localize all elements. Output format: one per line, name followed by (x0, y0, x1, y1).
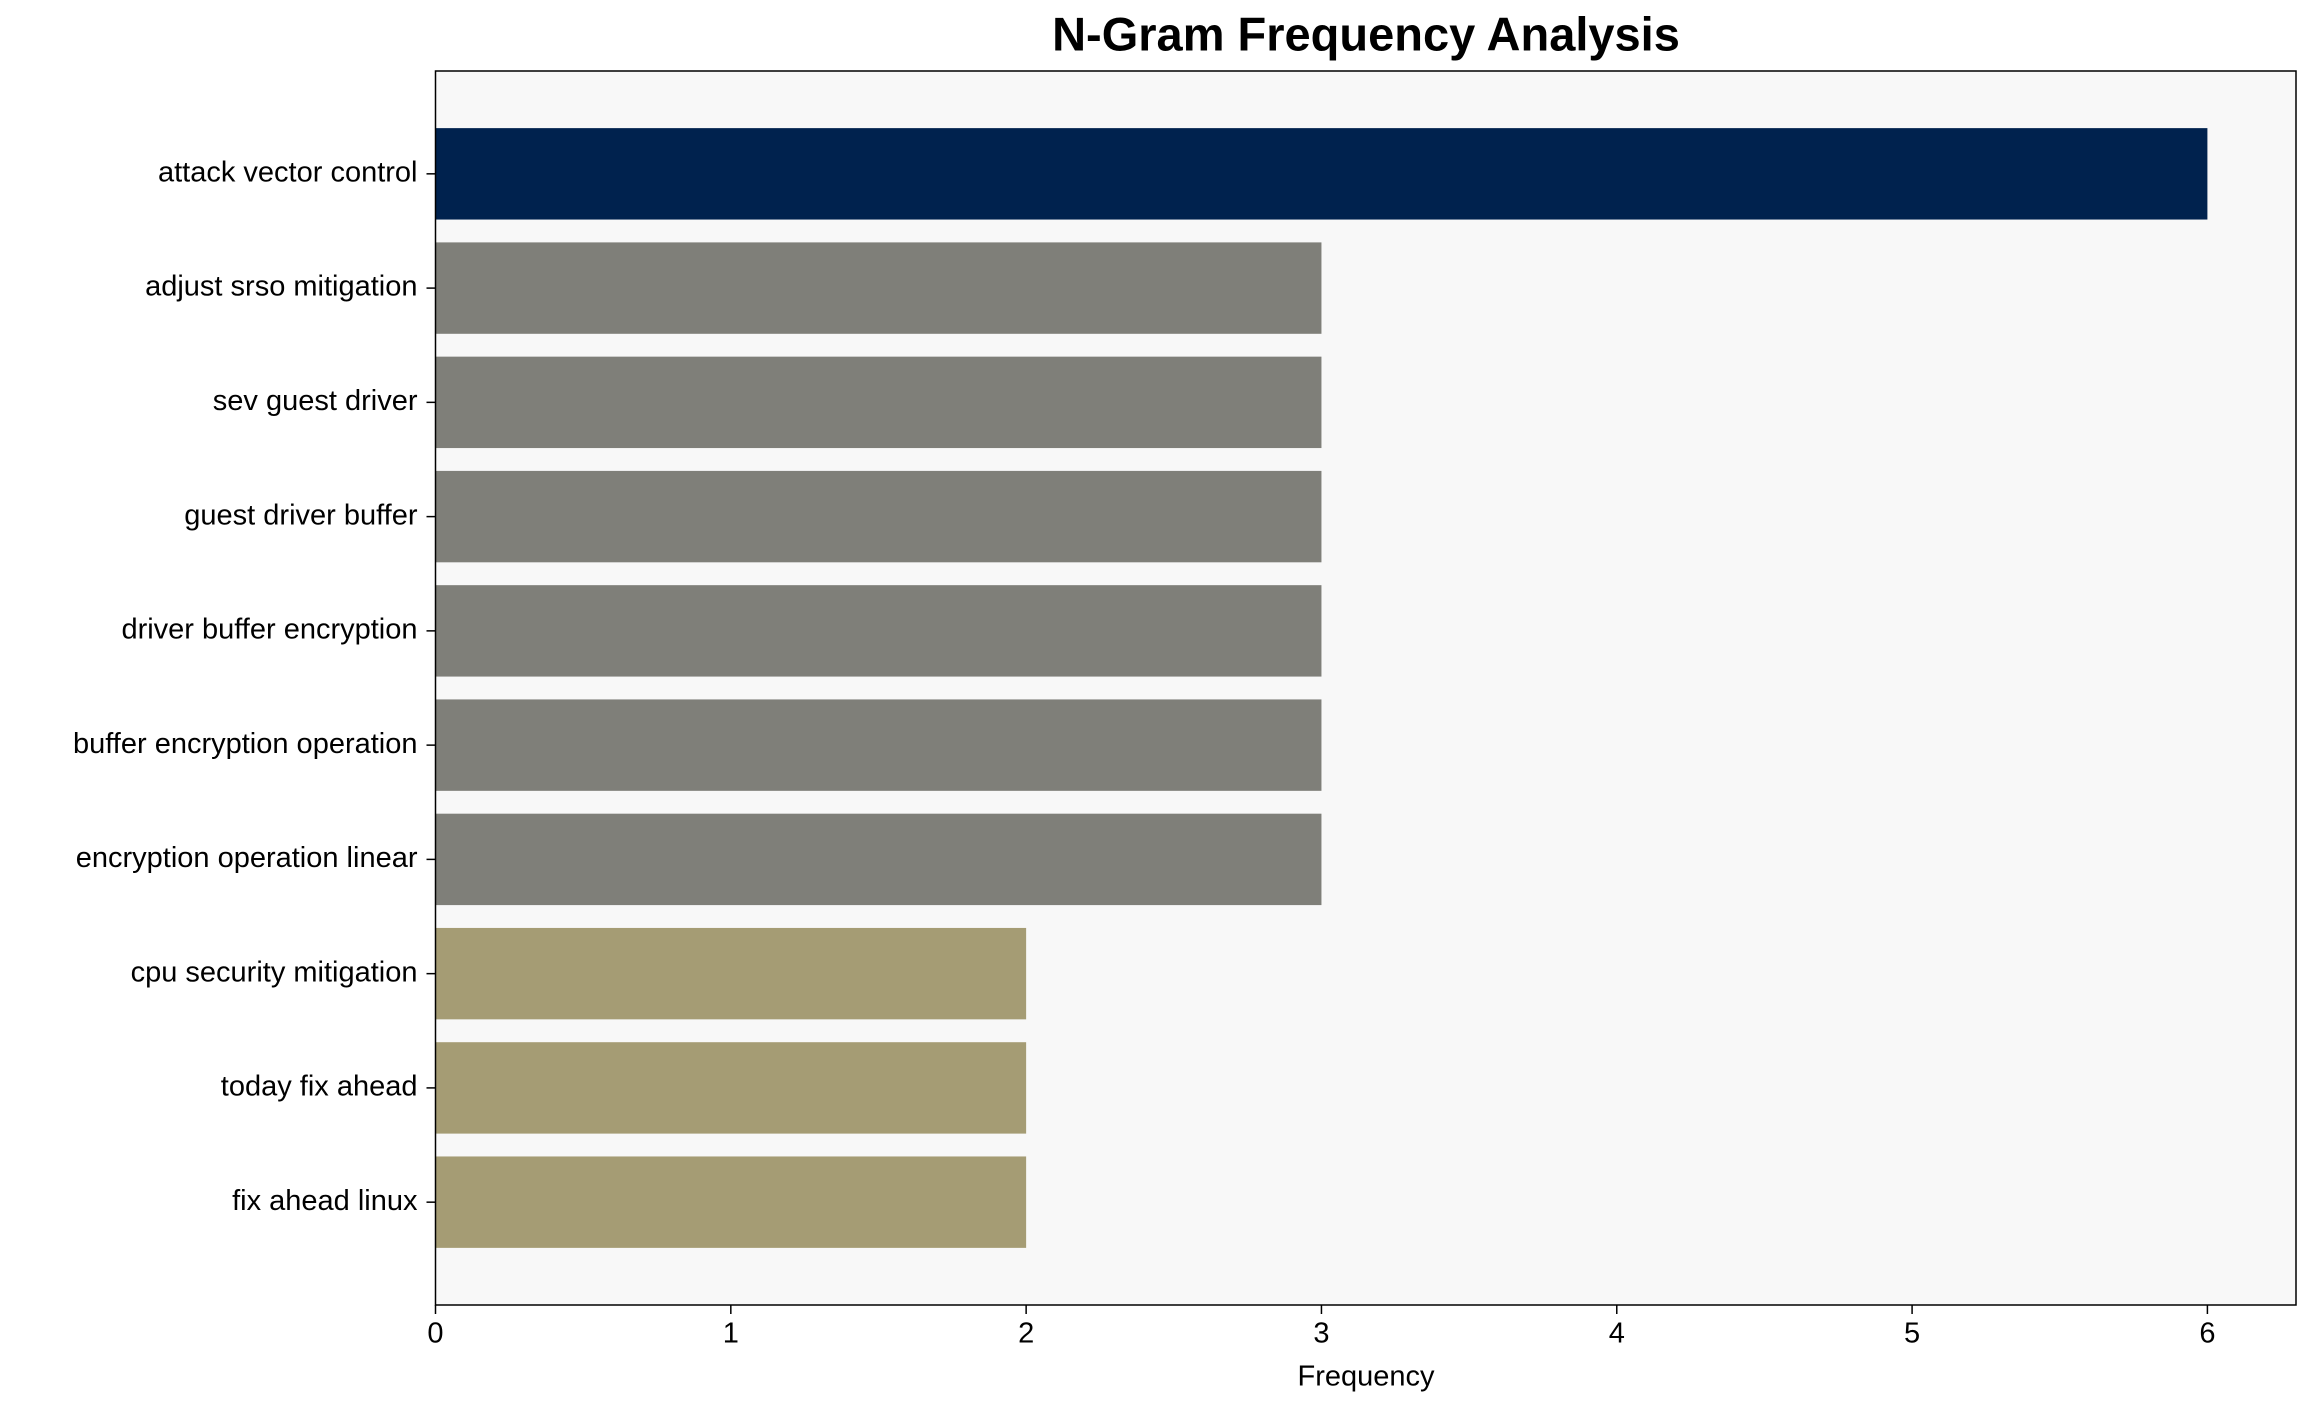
x-tick-label: 1 (723, 1318, 739, 1350)
plot-frame (434, 70, 2297, 1306)
bar (435, 585, 1322, 677)
bar (435, 927, 1027, 1020)
y-tick-label: today fix ahead (221, 1071, 418, 1103)
x-tick-label: 2 (1018, 1318, 1034, 1350)
bar (435, 356, 1322, 449)
bar (435, 699, 1322, 791)
y-tick-label: attack vector control (158, 156, 418, 188)
x-axis-label: Frequency (1297, 1361, 1435, 1393)
x-tick-label: 6 (2199, 1318, 2215, 1350)
y-tick-label: guest driver buffer (184, 499, 418, 531)
bar (435, 1042, 1027, 1134)
y-tick-label: buffer encryption operation (73, 728, 417, 760)
y-tick-label: encryption operation linear (76, 842, 418, 874)
y-tick-label: adjust srso mitigation (145, 271, 417, 303)
chart-title: N-Gram Frequency Analysis (1052, 7, 1680, 60)
bar (435, 128, 2208, 220)
y-tick-label: cpu security mitigation (131, 956, 418, 988)
bar (435, 1156, 1027, 1248)
x-tick-label: 3 (1313, 1318, 1329, 1350)
x-tick-label: 4 (1609, 1318, 1625, 1350)
bar (435, 813, 1322, 906)
x-tick-label: 5 (1904, 1318, 1920, 1350)
bar (435, 470, 1322, 563)
y-tick-label: fix ahead linux (232, 1185, 418, 1217)
bar (435, 242, 1322, 334)
y-tick-label: driver buffer encryption (121, 614, 417, 646)
y-tick-label: sev guest driver (213, 385, 418, 417)
x-tick-label: 0 (427, 1318, 443, 1350)
